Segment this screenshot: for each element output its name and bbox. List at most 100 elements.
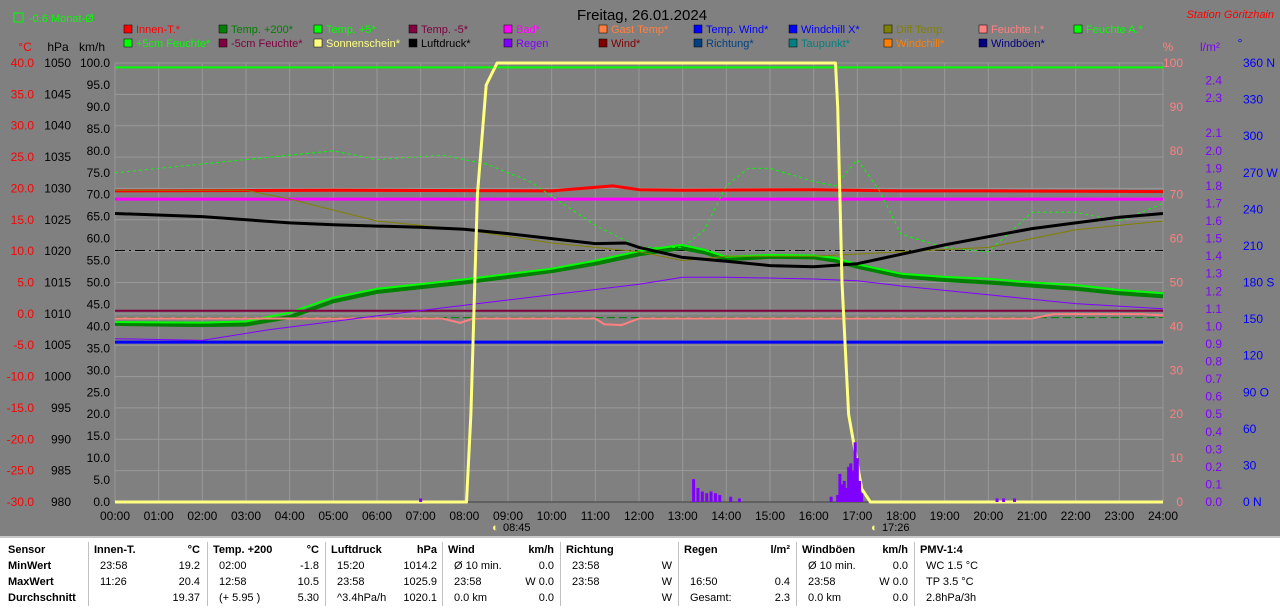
rain-bar — [829, 496, 833, 502]
legend-item[interactable]: Taupunkt* — [788, 38, 851, 50]
legend-item[interactable]: Regen — [503, 38, 548, 50]
hpa-tick-label: 1020 — [44, 244, 71, 258]
stats-cell-time: (+ 5.95 ) — [219, 592, 261, 604]
celsius-tick-label: -10.0 — [7, 370, 35, 384]
legend-item[interactable]: Bad* — [503, 24, 541, 36]
rain-tick-label: 1.3 — [1205, 267, 1222, 281]
percent-tick-label: 70 — [1170, 188, 1184, 202]
legend-label: Diff Temp. — [896, 24, 945, 36]
stats-separator — [914, 542, 915, 606]
rain-bar — [851, 470, 855, 502]
celsius-tick-label: -20.0 — [7, 432, 35, 446]
legend-label: +5cm Feuchte* — [136, 38, 211, 50]
kmh-tick-label: 85.0 — [87, 122, 111, 136]
kmh-tick-label: 55.0 — [87, 254, 111, 268]
percent-tick-label: 80 — [1170, 144, 1184, 158]
direction-tick-label: 120 — [1243, 349, 1263, 363]
monat-checkbox[interactable] — [13, 12, 24, 23]
rain-tick-label: 2.3 — [1205, 91, 1222, 105]
direction-tick-label: 240 — [1243, 202, 1263, 216]
legend-swatch — [313, 24, 323, 34]
percent-tick-label: 0 — [1176, 495, 1183, 509]
x-tick-label: 11:00 — [581, 509, 610, 523]
kmh-tick-label: 75.0 — [87, 166, 111, 180]
legend-item[interactable]: Temp. +200* — [218, 24, 294, 36]
legend-swatch — [123, 38, 133, 48]
stats-cell-time: 0.0 km — [808, 592, 842, 604]
legend-item[interactable]: Innen-T.* — [123, 24, 181, 36]
sunrise-icon: ◐ — [492, 522, 499, 534]
hpa-tick-label: 990 — [51, 432, 71, 446]
stats-block-title: Temp. +200 — [213, 544, 273, 556]
hpa-tick-label: 1030 — [44, 181, 71, 195]
legend-item[interactable]: Wind* — [598, 38, 641, 50]
legend-item[interactable]: Luftdruck* — [408, 38, 471, 50]
legend-swatch — [503, 24, 513, 34]
legend-item[interactable]: Windchill* — [883, 38, 945, 50]
legend-swatch — [408, 24, 418, 34]
rain-bar — [858, 480, 862, 502]
legend-label: Bad* — [516, 24, 541, 36]
legend-item[interactable]: Richtung* — [693, 38, 754, 50]
rain-tick-label: 1.7 — [1205, 196, 1222, 210]
rain-bar — [1013, 498, 1017, 502]
legend-label: Taupunkt* — [801, 38, 851, 50]
legend-item[interactable]: Windchill X* — [788, 24, 860, 36]
kmh-tick-label: 95.0 — [87, 78, 111, 92]
legend-item[interactable]: Temp. Wind* — [693, 24, 769, 36]
celsius-tick-label: -5.0 — [13, 338, 34, 352]
legend-item[interactable]: Temp. -5* — [408, 24, 469, 36]
legend-label: Innen-T.* — [136, 24, 181, 36]
series-lines — [114, 61, 1164, 504]
legend-label: Gast Temp* — [611, 24, 669, 36]
celsius-tick-label: 10.0 — [11, 244, 35, 258]
hpa-tick-label: 1025 — [44, 213, 71, 227]
kmh-tick-label: 15.0 — [87, 429, 111, 443]
rain-bar — [729, 496, 733, 502]
legend-swatch — [598, 24, 608, 34]
stats-separator — [325, 542, 326, 606]
series-line-sonnenschein — [115, 61, 1163, 504]
x-tick-label: 24:00 — [1148, 509, 1178, 523]
rain-bar — [718, 494, 722, 502]
legend-item[interactable]: Temp. +5* — [313, 24, 377, 36]
legend-item[interactable]: Gast Temp* — [598, 24, 669, 36]
stats-separator — [442, 542, 443, 606]
legend-label: Temp. +200* — [231, 24, 294, 36]
x-tick-label: 12:00 — [624, 509, 654, 523]
rain-tick-label: 0.4 — [1205, 425, 1222, 439]
kmh-tick-label: 50.0 — [87, 276, 111, 290]
kmh-tick-label: 100.0 — [80, 56, 110, 70]
legend-item[interactable]: +5cm Feuchte* — [123, 38, 211, 50]
legend-swatch — [693, 24, 703, 34]
legend-item[interactable]: Feuchte I.* — [978, 24, 1045, 36]
hpa-tick-label: 1005 — [44, 338, 71, 352]
kmh-axis-unit: km/h — [79, 40, 105, 54]
legend-item[interactable]: Sonnenschein* — [313, 38, 401, 50]
x-tick-label: 14:00 — [711, 509, 741, 523]
x-tick-label: 03:00 — [231, 509, 261, 523]
legend-label: Feuchte I.* — [991, 24, 1045, 36]
legend-label: Richtung* — [706, 38, 754, 50]
legend-item[interactable]: Feuchte A.* — [1073, 24, 1144, 36]
rain-bar — [1002, 498, 1006, 502]
direction-tick-label: 30 — [1243, 458, 1257, 472]
hpa-tick-label: 1010 — [44, 307, 71, 321]
celsius-tick-label: 30.0 — [11, 119, 35, 133]
legend-item[interactable]: Diff Temp. — [883, 24, 945, 36]
stats-label-min: MinWert — [8, 560, 52, 572]
direction-tick-label: 270 W — [1243, 166, 1278, 180]
legend-item[interactable]: -5cm Feuchte* — [218, 38, 303, 50]
stats-separator — [796, 542, 797, 606]
stats-cell-time: 15:20 — [337, 560, 365, 572]
stats-cell-value: 0.0 — [892, 560, 908, 572]
stats-separator — [560, 542, 561, 606]
legend-swatch — [598, 38, 608, 48]
legend-item[interactable]: Windböen* — [978, 38, 1046, 50]
sunrise-label: 08:45 — [503, 522, 531, 534]
rain-tick-label: 1.9 — [1205, 161, 1222, 175]
stats-cell-value: 2.3 — [774, 592, 790, 604]
x-tick-label: 01:00 — [144, 509, 174, 523]
direction-tick-label: 180 S — [1243, 276, 1274, 290]
